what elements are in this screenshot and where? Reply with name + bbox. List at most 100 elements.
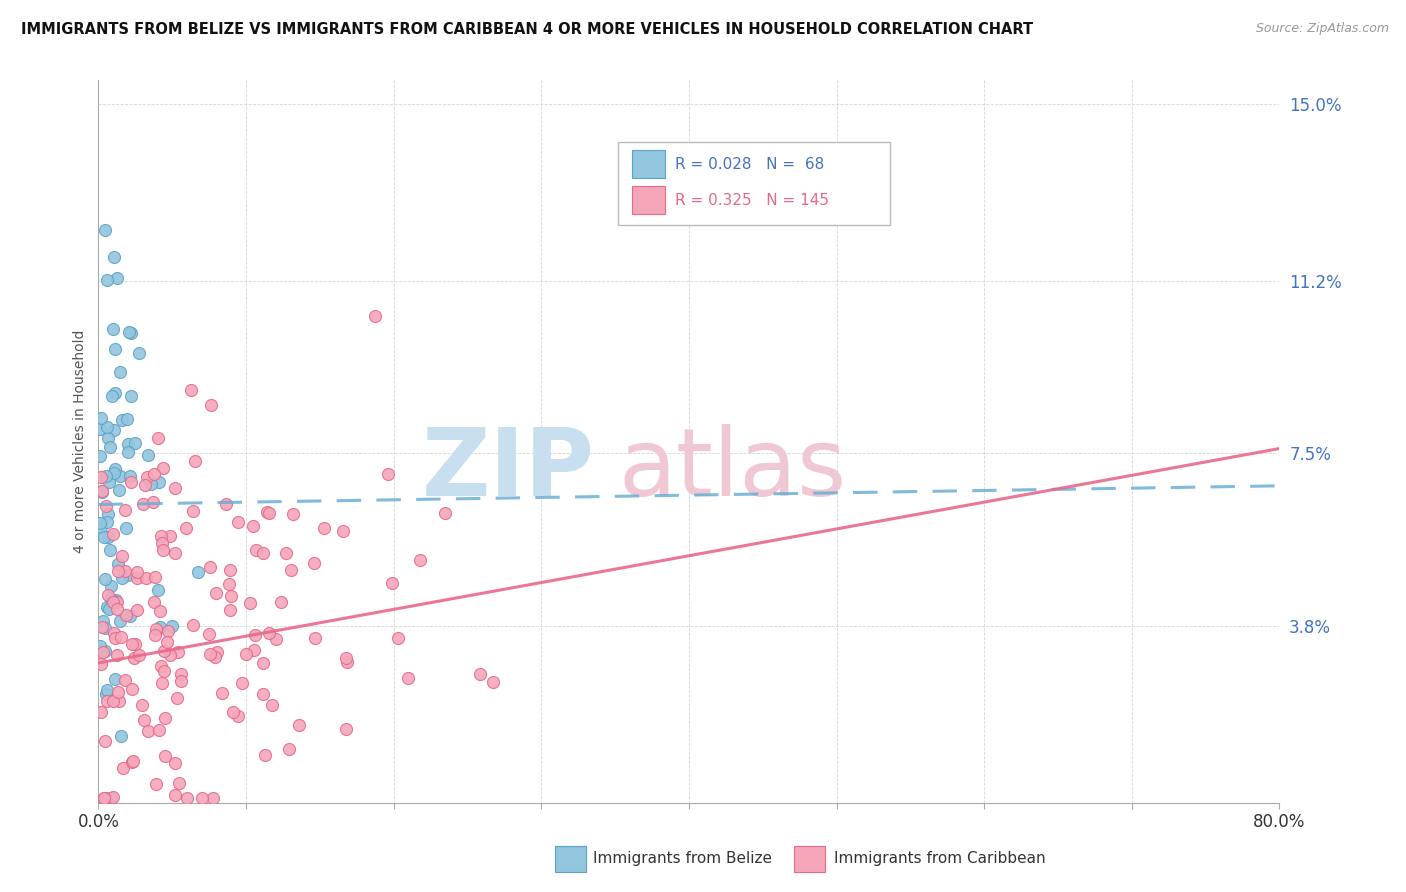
Point [96, 530, 118, 544]
Point [97, 508, 120, 522]
Point [121, 681, 143, 696]
Point [396, 671, 419, 685]
Point [228, 515, 250, 529]
Text: R = 0.325   N = 145: R = 0.325 N = 145 [675, 193, 828, 208]
Point [100, 592, 122, 607]
Point [302, 556, 325, 570]
Point [260, 698, 283, 713]
Point [100, 791, 122, 805]
Point [118, 609, 141, 624]
Point [103, 250, 125, 264]
Point [304, 631, 326, 645]
Point [90, 520, 112, 534]
Point [222, 705, 245, 719]
Point [226, 709, 249, 723]
Point [108, 365, 131, 379]
Text: Immigrants from Belize: Immigrants from Belize [593, 852, 772, 866]
Point [101, 527, 124, 541]
Point [160, 619, 183, 633]
Point [239, 596, 262, 610]
Point [149, 528, 172, 542]
Point [121, 755, 143, 769]
Point [124, 637, 146, 651]
Point [98, 602, 121, 616]
Point [277, 742, 299, 756]
Point [139, 476, 162, 491]
Point [121, 754, 143, 768]
Point [280, 563, 302, 577]
Point [107, 648, 129, 662]
Point [104, 385, 127, 400]
Point [120, 389, 142, 403]
Point [125, 603, 148, 617]
Point [219, 589, 242, 603]
Point [149, 659, 172, 673]
Point [111, 549, 134, 563]
Point [155, 749, 177, 764]
Text: ZIP: ZIP [422, 425, 595, 516]
Point [96, 515, 118, 529]
Point [245, 543, 267, 558]
Point [276, 546, 298, 560]
Point [122, 651, 145, 665]
Point [135, 470, 157, 484]
Point [156, 635, 179, 649]
Point [136, 724, 159, 739]
Point [149, 620, 172, 634]
Point [159, 648, 181, 663]
Point [335, 723, 357, 737]
Point [127, 571, 149, 585]
Point [114, 673, 136, 687]
Point [149, 604, 172, 618]
Point [242, 519, 264, 533]
Point [115, 607, 138, 622]
Point [153, 711, 176, 725]
Point [101, 595, 124, 609]
FancyBboxPatch shape [633, 186, 665, 214]
Point [153, 644, 176, 658]
Point [143, 628, 166, 642]
Point [157, 624, 180, 639]
Point [111, 571, 134, 585]
Point [288, 718, 311, 732]
Point [115, 412, 138, 426]
Point [132, 713, 155, 727]
Point [243, 642, 266, 657]
Point [150, 535, 173, 549]
Point [97, 475, 120, 489]
Point [107, 685, 129, 699]
Point [100, 579, 122, 593]
Point [104, 631, 127, 645]
Point [91, 645, 114, 659]
Point [103, 466, 125, 480]
Point [103, 625, 125, 640]
Point [96, 694, 118, 708]
Point [94, 621, 117, 635]
Point [163, 756, 186, 771]
Point [143, 570, 166, 584]
Point [89, 449, 111, 463]
Point [252, 656, 274, 670]
Point [142, 467, 165, 481]
Point [191, 791, 214, 805]
Point [96, 273, 118, 287]
Point [198, 647, 221, 661]
Point [205, 644, 228, 658]
Point [93, 644, 115, 658]
Point [165, 546, 187, 560]
Point [94, 500, 117, 514]
Point [481, 675, 503, 690]
Point [181, 504, 204, 518]
Point [252, 547, 274, 561]
Point [108, 483, 131, 498]
Point [253, 748, 276, 763]
Point [332, 524, 354, 538]
Point [169, 667, 191, 681]
Point [184, 454, 207, 468]
FancyBboxPatch shape [619, 142, 890, 225]
Point [145, 622, 167, 636]
Point [312, 521, 335, 535]
Point [166, 690, 188, 705]
Point [381, 575, 404, 590]
Point [200, 398, 222, 412]
